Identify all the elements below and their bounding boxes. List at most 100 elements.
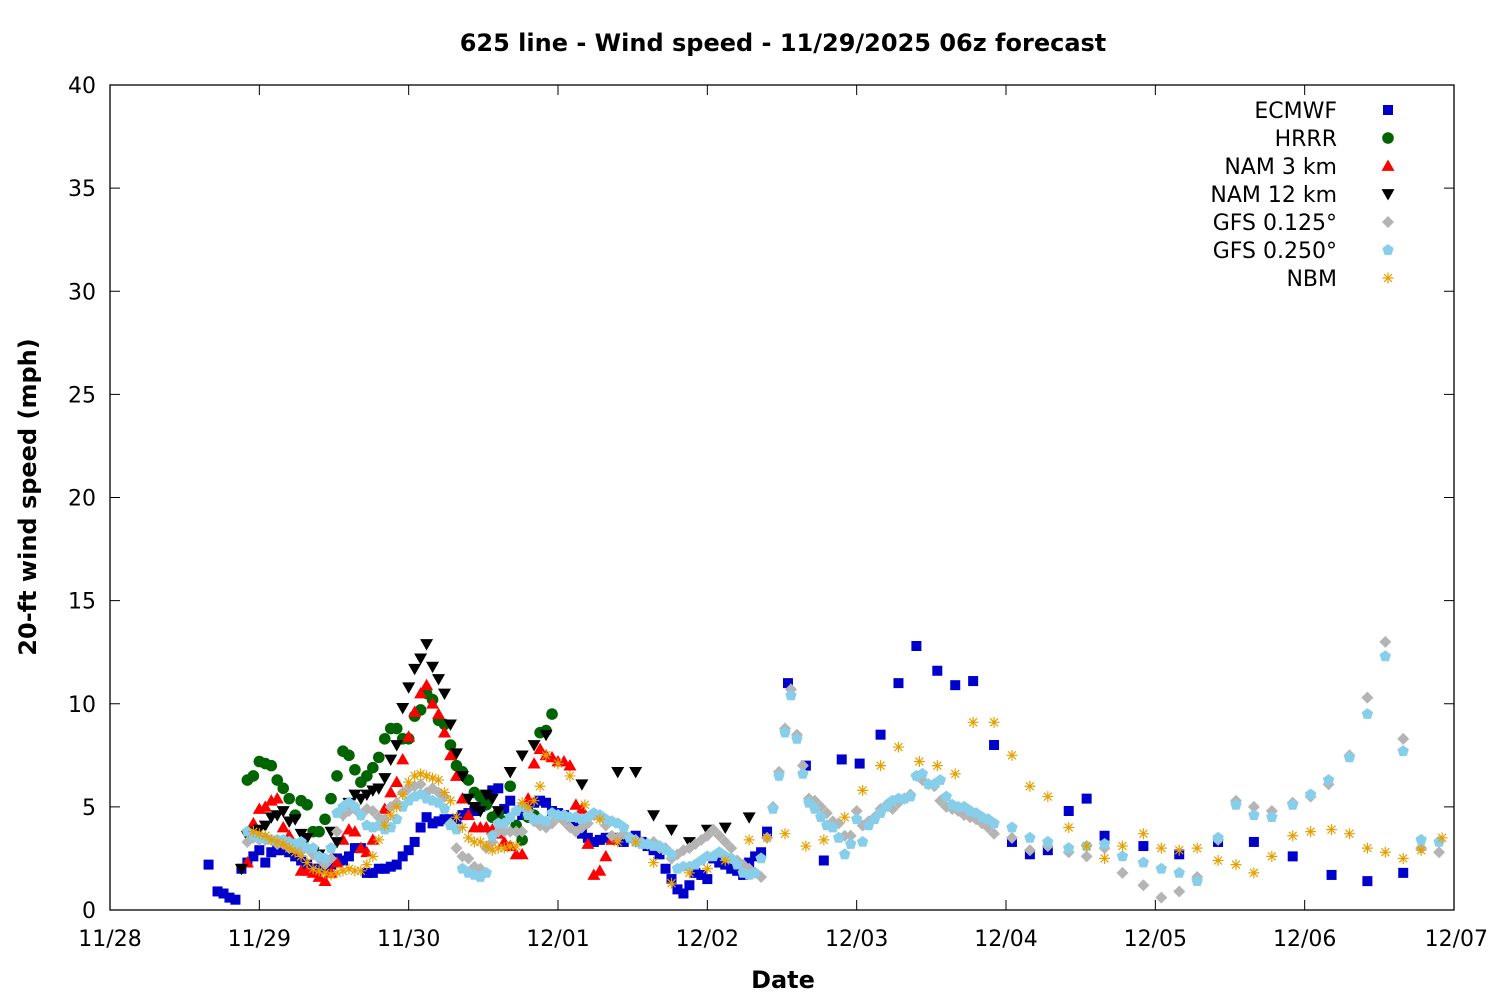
y-tick-label: 10 [68, 693, 96, 718]
data-point [533, 742, 547, 754]
data-point [587, 868, 601, 880]
data-point [288, 814, 302, 826]
data-point [1042, 835, 1054, 847]
data-point [307, 863, 319, 875]
chart-title: 625 line - Wind speed - 11/29/2025 06z f… [460, 29, 1107, 57]
data-point [545, 750, 559, 763]
data-point [809, 802, 821, 814]
data-point [761, 832, 773, 844]
data-point [415, 768, 427, 780]
data-point [313, 825, 325, 838]
legend-marker [1382, 132, 1394, 144]
data-point [271, 836, 283, 848]
legend-label: GFS 0.125° [1213, 211, 1337, 236]
data-point [1287, 798, 1299, 810]
data-point [1116, 850, 1129, 862]
data-point [438, 726, 452, 738]
data-point [247, 770, 260, 782]
data-point [331, 867, 343, 879]
data-point [1433, 846, 1446, 859]
data-point [258, 800, 272, 812]
data-point [457, 810, 468, 821]
data-point [493, 783, 504, 794]
data-point [396, 703, 410, 715]
data-point [384, 754, 398, 766]
y-tick-label: 0 [82, 899, 96, 924]
data-point [913, 756, 925, 767]
data-point [420, 639, 434, 651]
data-point [702, 874, 713, 885]
data-point [378, 802, 392, 814]
data-point [1379, 650, 1391, 662]
data-point [258, 820, 272, 832]
data-point [696, 869, 707, 880]
data-point [1099, 852, 1111, 864]
data-point [1116, 840, 1128, 852]
data-point [579, 799, 591, 811]
data-point [844, 829, 857, 842]
data-point [1006, 821, 1018, 833]
legend-marker [1381, 189, 1395, 201]
data-point [827, 821, 839, 833]
data-point [427, 772, 439, 784]
data-point [552, 758, 564, 770]
data-point [665, 848, 678, 860]
data-point [934, 774, 946, 785]
data-point [432, 674, 446, 686]
data-point [361, 867, 372, 878]
data-point [1155, 862, 1167, 874]
data-point [1230, 859, 1242, 871]
data-point [683, 867, 695, 879]
data-point [782, 678, 793, 689]
data-point [742, 812, 756, 824]
data-point [433, 816, 444, 827]
data-point [409, 836, 420, 847]
data-point [796, 759, 809, 772]
data-point [785, 689, 797, 701]
data-point [325, 792, 337, 805]
data-point [1287, 830, 1299, 842]
y-axis-ticks: 0 5 10 15 20 25 30 35 40 [68, 74, 1454, 924]
data-point [325, 842, 337, 853]
data-point [672, 884, 683, 895]
data-point [355, 809, 367, 820]
data-point [479, 789, 493, 801]
data-point [343, 851, 354, 862]
data-point [367, 850, 379, 862]
data-point [248, 851, 259, 862]
data-point [1343, 828, 1355, 840]
data-point [630, 836, 642, 848]
data-point [277, 782, 290, 795]
data-point [988, 817, 1000, 829]
data-point [749, 866, 761, 878]
data-point [414, 653, 428, 665]
data-point [272, 845, 283, 856]
data-point [714, 857, 725, 868]
data-point [588, 836, 599, 847]
data-point [450, 823, 463, 835]
data-point [283, 842, 295, 854]
data-point [968, 676, 979, 687]
data-point [265, 759, 278, 772]
data-point [725, 842, 738, 855]
data-point [516, 797, 528, 809]
data-point [348, 789, 362, 801]
legend-label: ECMWF [1254, 99, 1337, 124]
data-point [517, 810, 528, 821]
data-point [719, 835, 732, 848]
data-point [1080, 850, 1093, 863]
data-point [791, 732, 803, 744]
data-point [253, 828, 265, 840]
data-point [354, 841, 368, 853]
data-point [1379, 635, 1392, 648]
y-tick-label: 5 [82, 796, 96, 821]
data-point [618, 836, 629, 847]
data-point [1042, 791, 1054, 803]
data-point [1005, 831, 1018, 844]
data-point [349, 865, 361, 877]
data-point [1116, 866, 1129, 879]
data-point [295, 850, 307, 862]
data-point [408, 663, 422, 676]
data-point [330, 825, 343, 838]
